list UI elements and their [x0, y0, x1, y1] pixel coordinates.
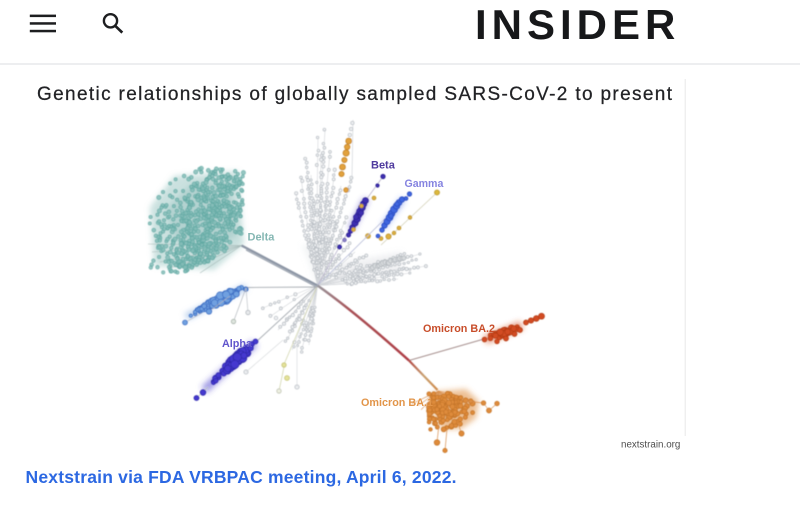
svg-text:Beta: Beta	[371, 160, 396, 172]
svg-text:Omicron BA.1: Omicron BA.1	[361, 397, 433, 409]
svg-text:Genetic relationships of globa: Genetic relationships of globally sample…	[37, 84, 673, 105]
svg-text:Omicron BA.2: Omicron BA.2	[423, 323, 495, 335]
svg-text:Alpha: Alpha	[222, 338, 253, 350]
svg-text:Gamma: Gamma	[405, 178, 444, 190]
svg-text:Delta: Delta	[248, 232, 276, 244]
svg-text:nextstrain.org: nextstrain.org	[621, 440, 680, 451]
